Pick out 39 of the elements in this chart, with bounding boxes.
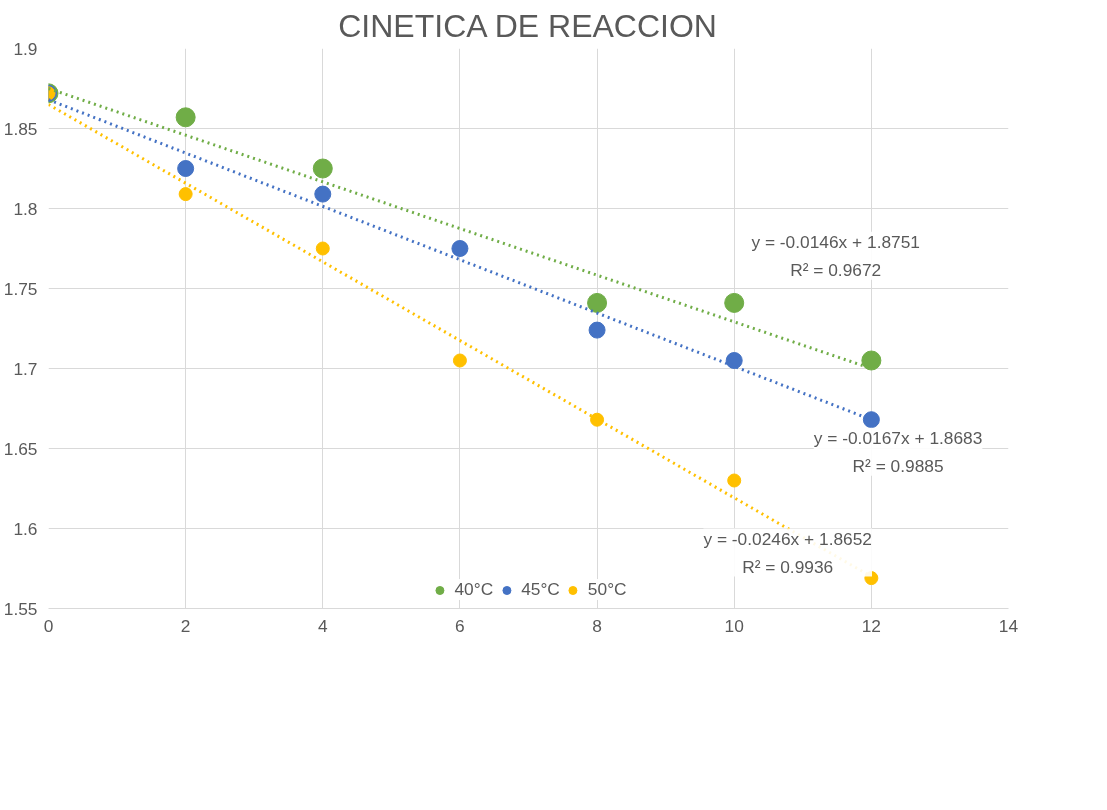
x-tick-label: 0: [43, 615, 54, 636]
y-tick-label: 1.9: [13, 38, 38, 59]
point: [587, 292, 608, 313]
x-tick-label: 2: [180, 615, 191, 636]
y-tick-label: 1.6: [13, 518, 38, 539]
x-tick-label: 8: [592, 615, 602, 636]
point: [452, 353, 467, 368]
point: [315, 241, 330, 256]
chart-title: CINETICA DE REACCION: [338, 7, 717, 44]
x-tick-label: 14: [998, 615, 1019, 636]
point: [314, 185, 332, 203]
x-tick-label: 12: [861, 615, 881, 636]
point: [861, 350, 882, 371]
point: [724, 292, 745, 313]
point: [177, 160, 195, 177]
legend-label: 50°C: [587, 579, 627, 600]
y-tick-label: 1.8: [13, 198, 38, 219]
annotation: y = -0.0167x + 1.8683 R² = 0.9885: [813, 427, 983, 476]
point: [727, 473, 742, 488]
y-tick-label: 1.75: [3, 278, 38, 299]
point: [725, 352, 743, 369]
y-tick-label: 1.7: [13, 358, 38, 379]
y-tick-label: 1.85: [3, 118, 38, 139]
x-tick-label: 4: [317, 615, 328, 636]
point: [312, 158, 333, 179]
annotation: y = -0.0146x + 1.8751 R² = 0.9672: [751, 231, 921, 280]
legend-label: 40°C: [454, 579, 494, 600]
y-tick-label: 1.65: [3, 438, 38, 459]
x-tick-label: 10: [724, 615, 744, 636]
point: [451, 240, 469, 257]
y-tick-label: 1.55: [3, 598, 38, 619]
point: [178, 187, 193, 202]
x-tick-label: 6: [455, 615, 465, 636]
point: [862, 411, 880, 429]
point: [588, 321, 606, 339]
point: [175, 107, 196, 128]
point: [590, 412, 605, 427]
annotation: y = -0.0246x + 1.8652 R² = 0.9936: [703, 528, 873, 577]
legend-label: 45°C: [521, 579, 560, 600]
